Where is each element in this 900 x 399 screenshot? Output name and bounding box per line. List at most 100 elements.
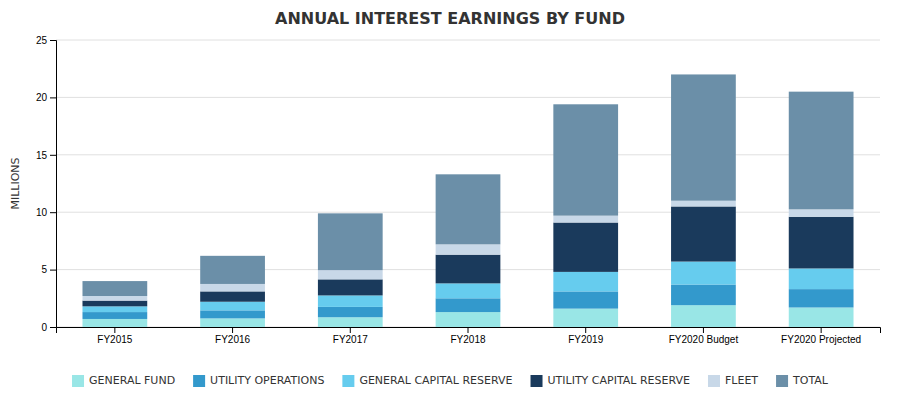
x-tick: FY2020 Budget (669, 327, 739, 345)
bar-segment (318, 295, 383, 306)
legend-label: GENERAL FUND (89, 374, 175, 387)
legend-swatch (708, 375, 720, 387)
legend-item: UTILITY CAPITAL RESERVE (531, 374, 691, 387)
y-tick-label: 10 (36, 207, 48, 218)
y-tick-mark (50, 40, 56, 41)
legend-swatch (193, 375, 205, 387)
bar-segment (789, 217, 854, 269)
y-tick-mark (50, 97, 56, 98)
x-tick-mark (114, 327, 115, 333)
bar-segment (789, 209, 854, 216)
bar-segment (436, 298, 501, 312)
x-tick: FY2017 (333, 327, 368, 345)
bar-segment (553, 291, 618, 308)
bar-segment (553, 223, 618, 272)
bar-segment (82, 319, 147, 327)
bar-segment (789, 92, 854, 210)
bar-segment (553, 309, 618, 327)
bar-segment (318, 270, 383, 279)
bar-segment (436, 244, 501, 254)
bar-series (82, 74, 853, 296)
legend-label: UTILITY CAPITAL RESERVE (548, 374, 691, 387)
y-tick-label: 5 (41, 264, 47, 275)
chart-title: ANNUAL INTEREST EARNINGS BY FUND (275, 9, 625, 28)
bar-segment (789, 289, 854, 307)
grid (56, 40, 880, 327)
bar-segment (82, 312, 147, 319)
y-tick-label: 25 (36, 35, 48, 46)
x-tick-label: FY2016 (215, 334, 250, 345)
legend-item: UTILITY OPERATIONS (193, 374, 324, 387)
legend: GENERAL FUND UTILITY OPERATIONS GENERAL CA… (72, 374, 829, 387)
y-tick-label: 20 (36, 92, 48, 103)
bar-segment (671, 74, 736, 200)
x-tick: FY2018 (450, 327, 485, 345)
bar-segment (82, 306, 147, 312)
y-tick: 0 (41, 322, 56, 333)
bar-segment (200, 291, 265, 301)
chart-container: FY2015 FY2016 FY2017 FY2018 FY2019 FY2020 Bud… (0, 0, 900, 399)
bar-segment (318, 307, 383, 317)
chart-svg: FY2015 FY2016 FY2017 FY2018 FY2019 FY2020 Bud… (0, 0, 900, 399)
bar-segment (200, 284, 265, 291)
bars (82, 74, 853, 327)
legend-swatch (531, 375, 543, 387)
bar-segment (436, 255, 501, 284)
y-axis: 0 5 10 15 20 25 (36, 35, 57, 333)
bar-segment (200, 302, 265, 311)
bar-segment (789, 268, 854, 289)
x-tick-label: FY2015 (97, 334, 132, 345)
plot-area: FY2015 FY2016 FY2017 FY2018 FY2019 FY2020 Bud… (36, 35, 881, 345)
x-axis-line (57, 328, 881, 334)
bar-segment (82, 301, 147, 307)
x-tick-label: FY2020 Budget (669, 334, 739, 345)
legend-label: FLEET (725, 374, 758, 387)
bar-segment (671, 285, 736, 306)
bar-segment (436, 312, 501, 327)
bar-segment (789, 307, 854, 327)
bar-segment (82, 296, 147, 301)
x-tick-mark (821, 327, 822, 333)
legend-label: TOTAL (792, 374, 829, 387)
bar-segment (318, 279, 383, 295)
y-tick: 25 (36, 35, 56, 46)
bar-segment (553, 216, 618, 223)
bar-segment (553, 104, 618, 215)
bar-segment (318, 317, 383, 327)
y-tick-mark (50, 327, 56, 328)
legend-swatch (776, 375, 788, 387)
x-tick: FY2020 Projected (781, 327, 861, 345)
x-tick-mark (350, 327, 351, 333)
bar-segment (200, 256, 265, 284)
bar-segment (553, 272, 618, 292)
y-tick: 15 (36, 150, 56, 161)
legend-label: UTILITY OPERATIONS (210, 374, 324, 387)
x-tick-mark (232, 327, 233, 333)
legend-item: FLEET (708, 374, 758, 387)
legend-item: TOTAL (776, 374, 829, 387)
legend-item: GENERAL FUND (72, 374, 175, 387)
bar-segment (436, 283, 501, 298)
x-tick: FY2016 (215, 327, 250, 345)
y-axis-title: MILLIONS (9, 157, 22, 209)
bar-segment (318, 213, 383, 270)
x-tick-label: FY2017 (333, 334, 368, 345)
y-tick-mark (50, 155, 56, 156)
bar-segment (436, 174, 501, 244)
x-tick-mark (585, 327, 586, 333)
bar-segment (200, 310, 265, 318)
bar-segment (82, 281, 147, 296)
bar-segment (671, 206, 736, 261)
x-tick: FY2015 (97, 327, 132, 345)
legend-label: GENERAL CAPITAL RESERVE (359, 374, 512, 387)
x-tick-mark (703, 327, 704, 333)
legend-item: GENERAL CAPITAL RESERVE (342, 374, 512, 387)
y-tick: 20 (36, 92, 56, 103)
x-tick-label: FY2020 Projected (781, 334, 861, 345)
bar-segment (671, 201, 736, 207)
y-tick-label: 0 (41, 322, 47, 333)
x-tick-label: FY2018 (450, 334, 485, 345)
grid-line (56, 154, 880, 155)
x-tick-label: FY2019 (568, 334, 603, 345)
bar-segment (671, 305, 736, 327)
